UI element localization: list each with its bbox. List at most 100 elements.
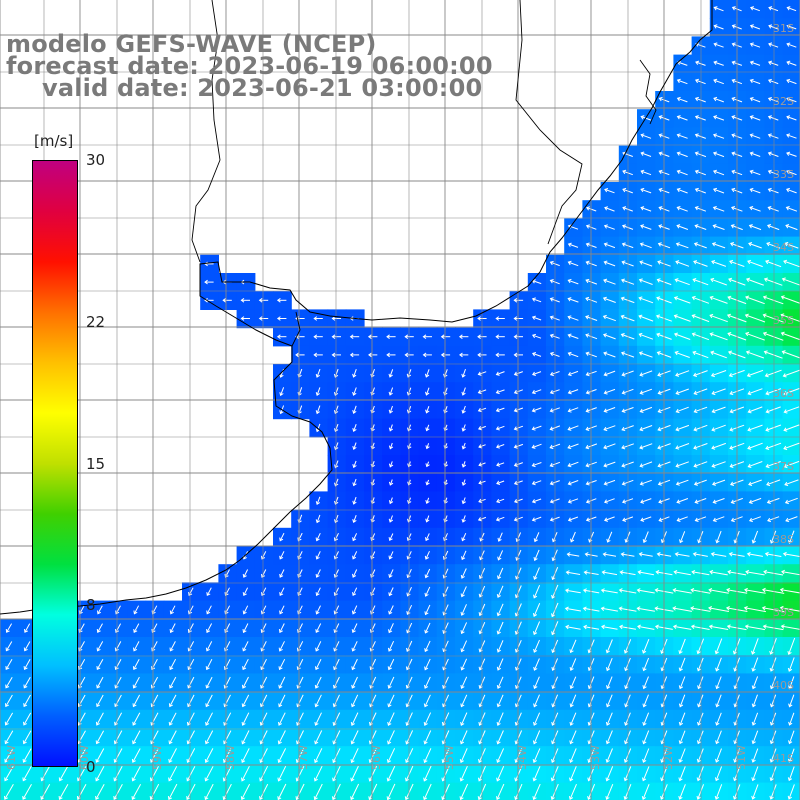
wind-arrow <box>22 730 32 745</box>
wind-arrow <box>746 551 763 557</box>
wind-arrow <box>585 224 597 230</box>
wind-arrow <box>276 316 287 321</box>
wind-arrow <box>425 497 430 504</box>
wind-arrow <box>783 424 800 432</box>
wind-arrow <box>585 425 597 431</box>
wind-arrow <box>386 748 396 764</box>
wind-arrow <box>352 515 357 523</box>
wind-arrow <box>169 641 176 652</box>
colorbar-tick-label: 30 <box>86 151 106 169</box>
wind-arrow <box>133 623 140 633</box>
wind-arrow <box>423 748 432 764</box>
wind-arrow <box>766 479 781 487</box>
wind-arrow <box>769 676 777 690</box>
wind-arrow <box>691 314 710 323</box>
wind-arrow <box>352 496 357 505</box>
wind-arrow <box>352 369 357 378</box>
wind-arrow <box>565 570 581 575</box>
wind-arrow <box>533 585 541 599</box>
title-valid-date: valid date: 2023-06-21 03:00:00 <box>42 74 483 102</box>
wind-arrow <box>767 206 779 212</box>
wind-arrow <box>423 765 432 782</box>
wind-arrow <box>205 641 213 652</box>
wind-arrow <box>424 640 431 653</box>
wind-arrow <box>424 658 431 671</box>
wind-arrow <box>783 460 800 469</box>
wind-arrow <box>784 479 799 487</box>
latitude-label: 31S <box>773 22 794 35</box>
wind-arrow <box>768 6 779 12</box>
wind-arrow <box>746 369 764 378</box>
wind-arrow <box>779 605 800 612</box>
wind-arrow <box>532 748 541 763</box>
wind-arrow <box>388 587 394 597</box>
wind-arrow <box>513 425 524 431</box>
wind-cell <box>782 782 800 800</box>
wind-arrow <box>386 765 396 782</box>
wind-arrow <box>259 712 268 726</box>
wind-arrow <box>405 765 414 782</box>
wind-arrow <box>712 151 725 158</box>
wind-arrow <box>713 24 724 30</box>
wind-arrow <box>583 570 599 575</box>
wind-arrow <box>605 658 613 672</box>
wind-arrow <box>513 389 523 395</box>
wind-arrow <box>602 296 616 303</box>
wind-arrow <box>587 748 595 763</box>
wind-arrow <box>97 605 103 615</box>
wind-arrow <box>259 748 268 763</box>
wind-arrow <box>278 712 286 726</box>
wind-arrow <box>422 352 432 358</box>
wind-arrow <box>751 657 759 672</box>
wind-arrow <box>406 551 412 560</box>
wind-arrow <box>460 676 468 689</box>
wind-arrow <box>780 624 800 630</box>
wind-arrow <box>315 368 321 378</box>
wind-arrow <box>133 605 140 615</box>
wind-arrow <box>315 532 321 542</box>
wind-arrow <box>715 748 722 763</box>
wind-arrow <box>600 588 618 594</box>
wind-arrow <box>640 169 652 176</box>
wind-arrow <box>533 532 540 543</box>
wind-arrow <box>749 42 761 48</box>
wind-arrow <box>352 587 358 597</box>
wind-arrow <box>713 115 725 121</box>
wind-arrow <box>786 169 797 176</box>
wind-arrow <box>715 657 722 672</box>
wind-arrow <box>423 730 432 745</box>
wind-arrow <box>585 333 598 340</box>
wind-arrow <box>766 242 781 249</box>
wind-arrow <box>711 242 726 249</box>
wind-arrow <box>749 115 761 121</box>
wind-arrow <box>786 60 797 66</box>
latitude-label: 36S <box>773 387 794 400</box>
wind-arrow <box>531 462 542 468</box>
wind-arrow <box>532 730 541 745</box>
wind-arrow <box>278 676 286 689</box>
wind-arrow <box>783 442 800 451</box>
wind-arrow <box>333 623 340 634</box>
wind-arrow <box>569 730 577 745</box>
wind-arrow <box>514 783 523 800</box>
wind-arrow <box>314 694 322 708</box>
wind-arrow <box>388 442 394 450</box>
wind-arrow <box>712 498 725 504</box>
wind-arrow <box>532 352 542 357</box>
wind-arrow <box>114 641 122 652</box>
wind-arrow <box>695 78 706 85</box>
latitude-label: 34S <box>773 241 794 254</box>
wind-arrow <box>749 6 760 12</box>
wind-arrow <box>349 352 360 358</box>
wind-arrow <box>442 586 449 598</box>
wind-arrow <box>673 569 691 576</box>
wind-arrow <box>749 78 761 85</box>
wind-arrow <box>388 623 394 634</box>
wind-arrow <box>711 461 726 468</box>
latitude-label: 41S <box>773 752 794 765</box>
wind-arrow <box>258 297 269 303</box>
wind-arrow <box>673 332 691 340</box>
wind-arrow <box>204 730 214 745</box>
wind-arrow <box>678 730 686 745</box>
wind-arrow <box>709 332 728 341</box>
